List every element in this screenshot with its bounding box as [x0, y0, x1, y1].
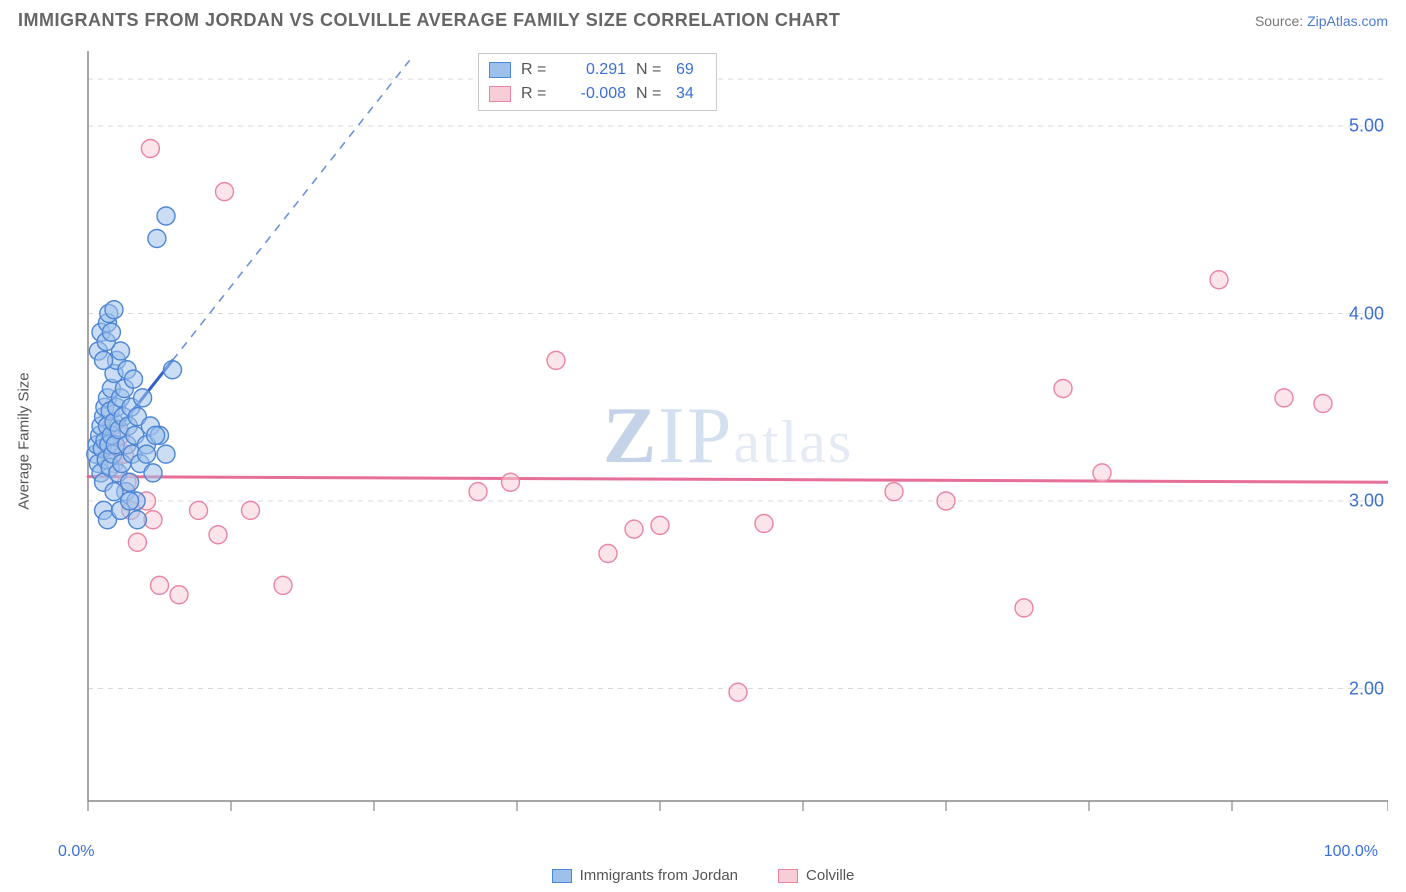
legend-label-blue: Immigrants from Jordan [580, 867, 738, 884]
legend-n-label: N = [636, 58, 666, 82]
y-tick-label: 3.00 [1349, 491, 1384, 512]
legend-swatch-blue [489, 62, 511, 78]
x-axis-labels: 0.0% 100.0% [58, 843, 1378, 861]
watermark: ZIPatlas [603, 391, 853, 482]
legend-stats-row-pink: R = -0.008 N = 34 [489, 82, 706, 106]
chart-title: IMMIGRANTS FROM JORDAN VS COLVILLE AVERA… [18, 10, 840, 31]
legend-swatch-pink [778, 869, 798, 883]
source-prefix: Source: [1255, 13, 1307, 29]
chart-area: Average Family Size ZIPatlas R = 0.291 N… [18, 41, 1388, 841]
legend-r-value-blue: 0.291 [561, 58, 626, 82]
chart-source: Source: ZipAtlas.com [1255, 13, 1388, 29]
x-axis-max-label: 100.0% [1324, 843, 1378, 861]
legend-r-label: R = [521, 58, 551, 82]
x-axis-min-label: 0.0% [58, 843, 94, 861]
legend-label-pink: Colville [806, 867, 854, 884]
legend-n-value-blue: 69 [676, 58, 706, 82]
chart-header: IMMIGRANTS FROM JORDAN VS COLVILLE AVERA… [0, 0, 1406, 31]
legend-swatch-blue [552, 869, 572, 883]
legend-n-label: N = [636, 82, 666, 106]
legend-n-value-pink: 34 [676, 82, 706, 106]
legend-stats-row-blue: R = 0.291 N = 69 [489, 58, 706, 82]
legend-item-blue: Immigrants from Jordan [552, 867, 738, 884]
y-tick-label: 5.00 [1349, 116, 1384, 137]
y-tick-label: 4.00 [1349, 303, 1384, 324]
legend-item-pink: Colville [778, 867, 854, 884]
y-tick-label: 2.00 [1349, 678, 1384, 699]
legend-r-label: R = [521, 82, 551, 106]
legend-stats-box: R = 0.291 N = 69 R = -0.008 N = 34 [478, 53, 717, 111]
legend-r-value-pink: -0.008 [561, 82, 626, 106]
source-link[interactable]: ZipAtlas.com [1307, 13, 1388, 29]
legend-bottom: Immigrants from Jordan Colville [0, 867, 1406, 884]
y-axis-label: Average Family Size [16, 372, 33, 509]
legend-swatch-pink [489, 86, 511, 102]
